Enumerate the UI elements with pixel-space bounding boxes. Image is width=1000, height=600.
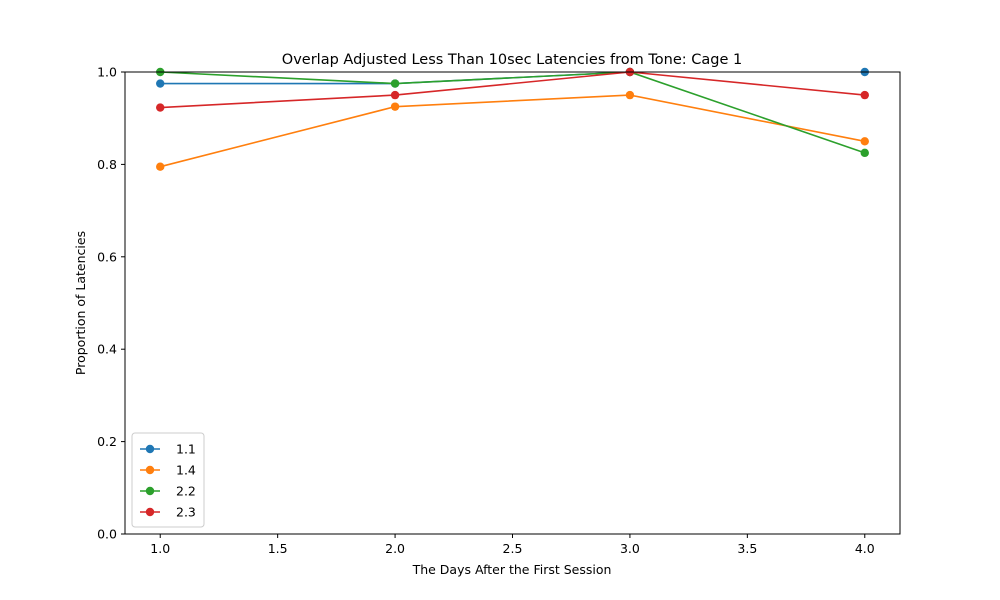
data-point-2.2-2 <box>390 79 400 88</box>
legend-swatch-marker <box>145 486 155 496</box>
legend-label: 2.3 <box>176 505 196 520</box>
legend-swatch-marker <box>145 465 155 475</box>
y-tick-label: 0.4 <box>97 342 117 357</box>
data-point-2.3-2 <box>390 90 400 100</box>
data-point-1.1-1 <box>156 79 165 88</box>
data-point-1.4-3 <box>625 90 635 100</box>
data-point-1.4-1 <box>156 162 165 171</box>
x-tick-label: 1.0 <box>150 541 170 556</box>
data-point-2.3-4 <box>860 90 869 100</box>
plot-background <box>125 72 900 534</box>
x-tick-label: 3.0 <box>620 541 640 556</box>
legend: 1.1 1.4 2.2 2.3 <box>131 432 205 528</box>
y-tick-label: 0.0 <box>97 527 117 542</box>
series-line-1.4-0 <box>160 94 865 168</box>
series-line-2.3-0 <box>160 71 865 109</box>
chart-title: Overlap Adjusted Less Than 10sec Latenci… <box>282 52 742 68</box>
legend-label: 2.2 <box>176 484 196 499</box>
legend-box <box>131 432 205 528</box>
legend-swatch-marker <box>145 507 155 517</box>
y-axis-label: Proportion of Latencies <box>73 231 88 375</box>
axis-ticks: 1.0 1.5 2.0 2.5 3.0 3.5 4.0 0.0 0.2 0.4 0.6 0.8 1.0 <box>97 65 875 557</box>
data-point-2.3-1 <box>156 103 165 112</box>
x-tick-label: 2.0 <box>385 541 405 556</box>
legend-item-1.1: 1.1 <box>140 442 196 457</box>
x-tick-label: 4.0 <box>855 541 875 556</box>
y-tick-label: 0.6 <box>97 249 117 264</box>
data-point-1.4-2 <box>390 102 400 111</box>
legend-label: 1.1 <box>176 442 196 457</box>
data-point-1.4-4 <box>860 137 869 146</box>
y-tick-label: 0.2 <box>97 434 117 449</box>
legend-item-2.2: 2.2 <box>140 484 196 499</box>
data-point-2.2-4 <box>860 148 869 158</box>
series-1.4 <box>156 90 869 171</box>
x-axis-label: The Days After the First Session <box>412 562 612 577</box>
x-tick-label: 3.5 <box>737 541 757 556</box>
legend-item-2.3: 2.3 <box>140 505 196 520</box>
x-tick-label: 1.5 <box>268 541 288 556</box>
legend-label: 1.4 <box>176 463 196 478</box>
plot-area <box>125 72 900 534</box>
x-tick-label: 2.5 <box>503 541 523 556</box>
legend-swatch-marker <box>145 444 155 454</box>
series-line-2.2-0 <box>160 71 866 154</box>
y-tick-label: 0.8 <box>97 157 117 172</box>
legend-item-1.4: 1.4 <box>140 463 196 478</box>
y-tick-label: 1.0 <box>97 65 117 80</box>
